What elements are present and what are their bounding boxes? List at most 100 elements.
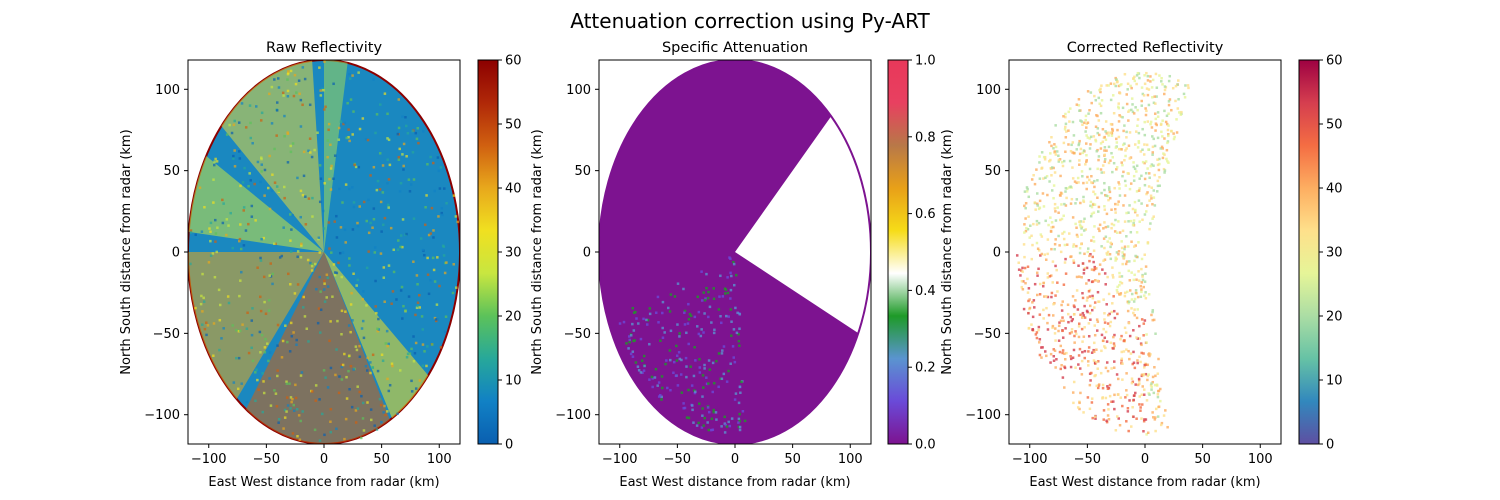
- corrected-gate: [1081, 350, 1084, 354]
- raw-gate: [409, 183, 413, 186]
- raw-gate: [344, 183, 348, 186]
- corrected-gate: [1078, 139, 1081, 143]
- colorbar-tick-label: 0: [505, 438, 513, 453]
- corrected-gate: [1118, 183, 1121, 186]
- corrected-gate: [1052, 348, 1056, 351]
- corrected-gate: [1106, 385, 1109, 388]
- raw-gate: [404, 124, 408, 128]
- raw-gate: [433, 189, 436, 193]
- corrected-gate: [1120, 246, 1124, 250]
- corrected-gate: [1104, 138, 1108, 141]
- raw-gate: [399, 182, 403, 185]
- corrected-gate: [1114, 202, 1117, 206]
- raw-gate: [329, 407, 333, 411]
- corrected-gate: [1045, 306, 1048, 310]
- raw-gate: [365, 304, 368, 307]
- raw-gate: [271, 173, 274, 176]
- corrected-gate: [1141, 148, 1144, 152]
- corrected-gate: [1048, 180, 1051, 183]
- corrected-gate: [1147, 172, 1151, 175]
- corrected-gate: [1146, 241, 1150, 244]
- raw-gate: [277, 418, 281, 421]
- corrected-gate: [1029, 224, 1032, 228]
- corrected-gate: [1071, 151, 1074, 154]
- raw-gate: [420, 315, 424, 318]
- corrected-gate: [1109, 122, 1113, 126]
- attenuation-gate: [723, 431, 727, 434]
- raw-gate: [329, 430, 332, 434]
- raw-gate: [337, 391, 341, 395]
- attenuation-gate: [736, 311, 739, 315]
- corrected-gate: [1142, 419, 1146, 423]
- corrected-gate: [1116, 128, 1119, 132]
- attenuation-gate: [721, 295, 725, 298]
- corrected-gate: [1082, 268, 1086, 272]
- attenuation-gate: [738, 425, 742, 429]
- corrected-gate: [1109, 257, 1113, 261]
- corrected-gate: [1154, 429, 1157, 433]
- attenuation-gate: [729, 308, 733, 311]
- corrected-gate: [1124, 154, 1127, 158]
- corrected-gate: [1077, 98, 1081, 101]
- colorbar-tick-label: 50: [1326, 118, 1343, 133]
- raw-gate: [375, 428, 379, 431]
- corrected-gate: [1093, 185, 1096, 189]
- corrected-gate: [1140, 281, 1144, 284]
- raw-gate: [198, 186, 202, 189]
- raw-gate: [268, 377, 271, 380]
- raw-gate: [425, 194, 428, 197]
- corrected-gate: [1158, 176, 1161, 179]
- corrected-gate: [1143, 82, 1147, 86]
- raw-gate: [379, 103, 382, 106]
- corrected-gate: [1149, 122, 1152, 126]
- raw-gate: [294, 82, 298, 86]
- raw-gate: [259, 295, 262, 299]
- raw-gate: [397, 155, 401, 159]
- corrected-gate: [1110, 400, 1113, 404]
- raw-gate: [291, 397, 294, 401]
- attenuation-gate: [701, 395, 704, 398]
- raw-gate: [365, 369, 369, 372]
- raw-gate: [432, 229, 435, 232]
- raw-gate: [339, 120, 343, 123]
- raw-gate: [356, 278, 360, 282]
- corrected-gate: [1127, 301, 1130, 305]
- attenuation-gate: [719, 274, 722, 278]
- raw-gate: [386, 112, 389, 116]
- raw-gate: [207, 261, 211, 264]
- corrected-gate: [1086, 360, 1090, 363]
- corrected-gate: [1114, 211, 1117, 214]
- raw-gate: [318, 200, 322, 204]
- raw-gate: [216, 226, 219, 229]
- raw-gate: [383, 216, 387, 220]
- corrected-gate: [1078, 109, 1081, 112]
- corrected-gate: [1057, 211, 1060, 214]
- corrected-gate: [1140, 86, 1144, 89]
- raw-gate: [277, 86, 281, 89]
- corrected-gate: [1161, 156, 1165, 160]
- corrected-gate: [1090, 212, 1094, 216]
- attenuation-gate: [661, 326, 664, 330]
- corrected-gate: [1073, 180, 1077, 183]
- attenuation-gate: [706, 296, 710, 300]
- corrected-gate: [1105, 361, 1109, 364]
- corrected-gate: [1099, 147, 1103, 150]
- raw-gate: [402, 142, 406, 146]
- attenuation-gate: [679, 373, 683, 376]
- corrected-gate: [1127, 172, 1130, 175]
- attenuation-gate: [676, 323, 679, 326]
- attenuation-gate: [693, 345, 696, 349]
- corrected-gate: [1155, 86, 1159, 89]
- corrected-gate: [1149, 194, 1153, 198]
- attenuation-gate: [717, 385, 720, 389]
- corrected-gate: [1132, 174, 1136, 178]
- raw-gate: [283, 185, 286, 189]
- raw-gate: [199, 302, 203, 306]
- corrected-gate: [1104, 225, 1108, 229]
- corrected-gate: [1119, 337, 1122, 341]
- corrected-gate: [1062, 214, 1065, 218]
- raw-gate: [284, 324, 287, 327]
- y-tick-label: 100: [155, 83, 180, 98]
- corrected-gate: [1083, 349, 1087, 353]
- raw-gate: [237, 356, 241, 360]
